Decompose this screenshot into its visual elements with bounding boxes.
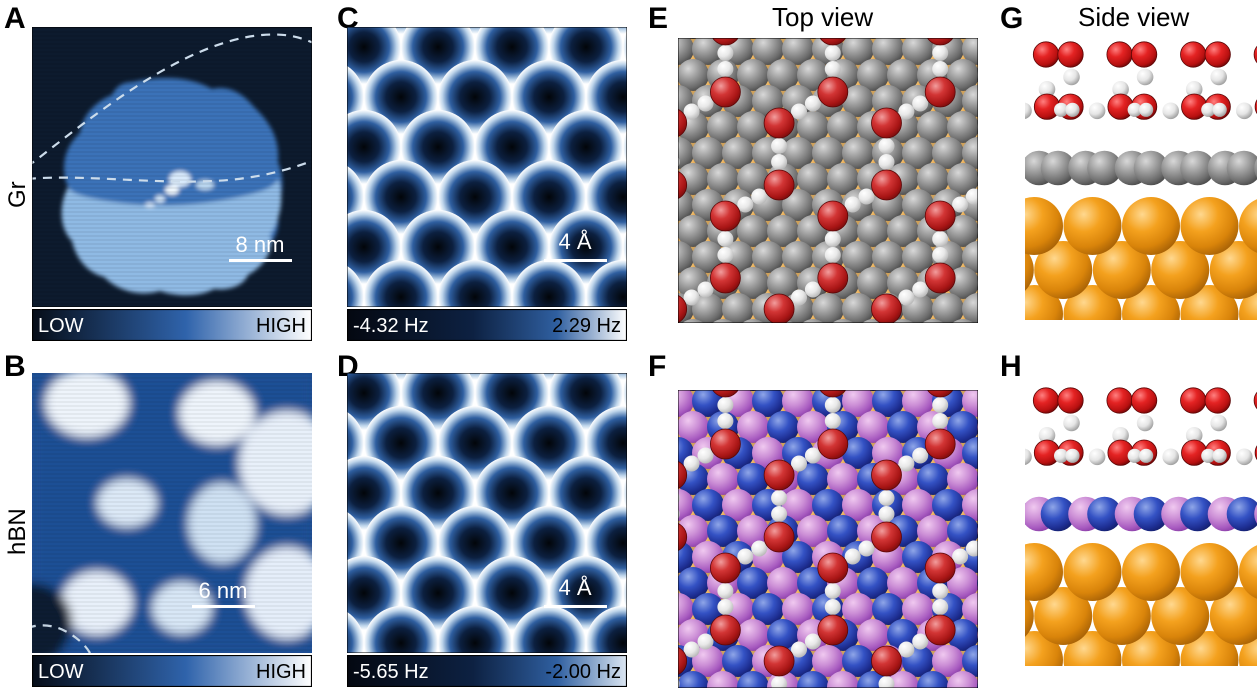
svg-text:-5.65 Hz: -5.65 Hz bbox=[353, 661, 429, 683]
svg-text:2.29 Hz: 2.29 Hz bbox=[552, 315, 621, 337]
svg-text:HIGH: HIGH bbox=[256, 661, 306, 683]
svg-text:8 nm: 8 nm bbox=[236, 232, 285, 257]
svg-text:HIGH: HIGH bbox=[256, 315, 306, 337]
svg-text:4 Å: 4 Å bbox=[558, 575, 591, 600]
svg-text:-4.32 Hz: -4.32 Hz bbox=[353, 315, 429, 337]
svg-text:LOW: LOW bbox=[38, 661, 84, 683]
svg-text:LOW: LOW bbox=[38, 315, 84, 337]
svg-text:6 nm: 6 nm bbox=[199, 578, 248, 603]
svg-text:-2.00 Hz: -2.00 Hz bbox=[545, 661, 621, 683]
svg-text:4 Å: 4 Å bbox=[558, 229, 591, 254]
